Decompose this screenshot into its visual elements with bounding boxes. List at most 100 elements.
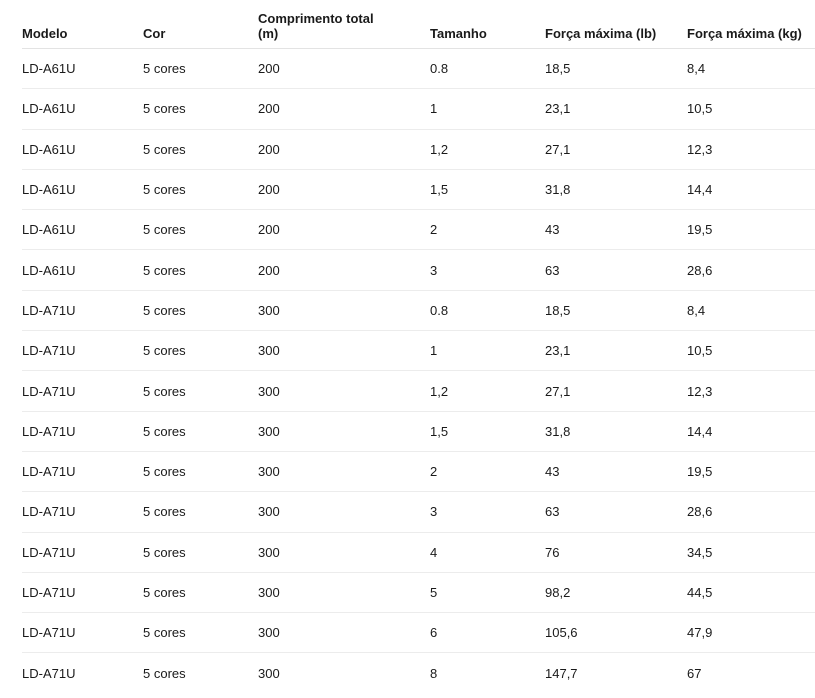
table-cell: LD-A61U	[22, 88, 143, 130]
table-cell: LD-A71U	[22, 330, 143, 372]
table-cell: 300	[258, 330, 430, 372]
table-cell: 300	[258, 451, 430, 493]
table-body: LD-A61U 5 cores 200 0.8 18,5 8,4 LD-A61U 5 core…	[22, 48, 815, 693]
table-cell: 8,4	[687, 290, 815, 332]
table-cell: 12,3	[687, 129, 815, 170]
table-cell: 63	[545, 491, 687, 533]
table-cell: 200	[258, 169, 430, 211]
table-row: LD-A71U 5 cores 300 6 105,6 47,9	[22, 612, 815, 654]
header-text: Modelo	[22, 26, 68, 41]
table-cell: 200	[258, 209, 430, 251]
table-cell: 5	[430, 572, 545, 614]
table-cell: 1,2	[430, 370, 545, 412]
table-cell: 18,5	[545, 48, 687, 90]
table-cell: LD-A71U	[22, 665, 76, 681]
table-row: LD-A61U 5 cores 200 1,5 31,8 14,4	[22, 169, 815, 211]
table-cell: 8,4	[687, 48, 815, 90]
table-cell: LD-A71U	[22, 491, 143, 533]
table-cell: 5 cores	[143, 491, 258, 533]
table-cell: 28,6	[687, 491, 815, 533]
column-header: Comprimento total (m)	[258, 0, 430, 49]
table-cell: 5 cores	[143, 532, 258, 573]
table-cell: 5 cores	[143, 48, 258, 90]
table-cell: 8	[430, 665, 438, 681]
table-cell: LD-A71U	[22, 411, 143, 452]
table-cell: 43	[545, 209, 687, 251]
table-cell: 3	[430, 249, 545, 291]
table-cell: LD-A71U	[22, 612, 143, 654]
table-cell: 19,5	[687, 451, 815, 493]
table-row: LD-A71U 5 cores 300 3 63 28,6	[22, 491, 815, 533]
table-cell: 147,7	[545, 665, 578, 681]
table-cell: 0.8	[430, 48, 545, 90]
table-cell: LD-A61U	[22, 129, 143, 170]
table-cell: 1	[430, 330, 545, 372]
table-cell: 28,6	[687, 249, 815, 291]
table-cell: 1,5	[430, 169, 545, 211]
table-cell: 5 cores	[143, 209, 258, 251]
table-cell: LD-A71U	[22, 370, 143, 412]
table-cell: LD-A71U	[22, 290, 143, 332]
table-cell: 6	[430, 612, 545, 654]
table-row: LD-A71U 5 cores 300 1,2 27,1 12,3	[22, 370, 815, 412]
table-cell: 5 cores	[143, 169, 258, 211]
table-cell: 5 cores	[143, 665, 186, 681]
table-row: LD-A71U 5 cores 300 4 76 34,5	[22, 532, 815, 573]
table-cell: 1,5	[430, 411, 545, 452]
table-cell: 5 cores	[143, 249, 258, 291]
header-text: Força máxima (lb)	[545, 26, 657, 41]
table-cell: 300	[258, 572, 430, 614]
table-cell: 2	[430, 451, 545, 493]
table-row: LD-A71U 5 cores 300 1,5 31,8 14,4	[22, 411, 815, 452]
table-row: LD-A71U 5 cores 300 1 23,1 10,5	[22, 330, 815, 372]
table-cell: LD-A61U	[22, 209, 143, 251]
table-cell: LD-A61U	[22, 48, 143, 90]
table-cell: 4	[430, 532, 545, 573]
table-row: LD-A71U 5 cores 300 8 147,7 67	[22, 653, 815, 693]
table-row: LD-A61U 5 cores 200 0.8 18,5 8,4	[22, 48, 815, 90]
table-cell: 300	[258, 665, 280, 681]
table-cell: 5 cores	[143, 290, 258, 332]
table-row: LD-A71U 5 cores 300 2 43 19,5	[22, 451, 815, 493]
column-header: Modelo	[22, 0, 143, 49]
table-cell: 300	[258, 612, 430, 654]
header-text: Comprimento total (m)	[258, 11, 374, 41]
table-cell: 18,5	[545, 290, 687, 332]
table-cell: 5 cores	[143, 612, 258, 654]
table-cell: LD-A61U	[22, 169, 143, 211]
table-cell: 300	[258, 411, 430, 452]
table-cell: 5 cores	[143, 370, 258, 412]
table-cell: 14,4	[687, 169, 815, 211]
column-header: Cor	[143, 0, 258, 49]
table-cell: 200	[258, 48, 430, 90]
table-cell: 10,5	[687, 88, 815, 130]
column-header: Força máxima (kg)	[687, 0, 815, 49]
table-cell: 5 cores	[143, 129, 258, 170]
table-cell: 43	[545, 451, 687, 493]
table-cell: 63	[545, 249, 687, 291]
table-cell: 5 cores	[143, 411, 258, 452]
table-cell: 5 cores	[143, 88, 258, 130]
table-cell: 105,6	[545, 612, 687, 654]
table-cell: 76	[545, 532, 687, 573]
header-text: Força máxima (kg)	[687, 26, 802, 41]
table-cell: 23,1	[545, 330, 687, 372]
table-cell: LD-A71U	[22, 572, 143, 614]
table-row: LD-A61U 5 cores 200 1 23,1 10,5	[22, 88, 815, 130]
table-cell: 14,4	[687, 411, 815, 452]
table-cell: 67	[687, 665, 702, 681]
table-cell: 5 cores	[143, 572, 258, 614]
table-cell: 200	[258, 129, 430, 170]
table-row: LD-A71U 5 cores 300 5 98,2 44,5	[22, 572, 815, 614]
table-cell: 300	[258, 491, 430, 533]
table-cell: 23,1	[545, 88, 687, 130]
table-cell: 12,3	[687, 370, 815, 412]
table-cell: 98,2	[545, 572, 687, 614]
table-cell: 0.8	[430, 290, 545, 332]
table-cell: 34,5	[687, 532, 815, 573]
header-text: Tamanho	[430, 26, 487, 41]
table-cell: 5 cores	[143, 451, 258, 493]
table-cell: 300	[258, 290, 430, 332]
table-cell: 31,8	[545, 411, 687, 452]
